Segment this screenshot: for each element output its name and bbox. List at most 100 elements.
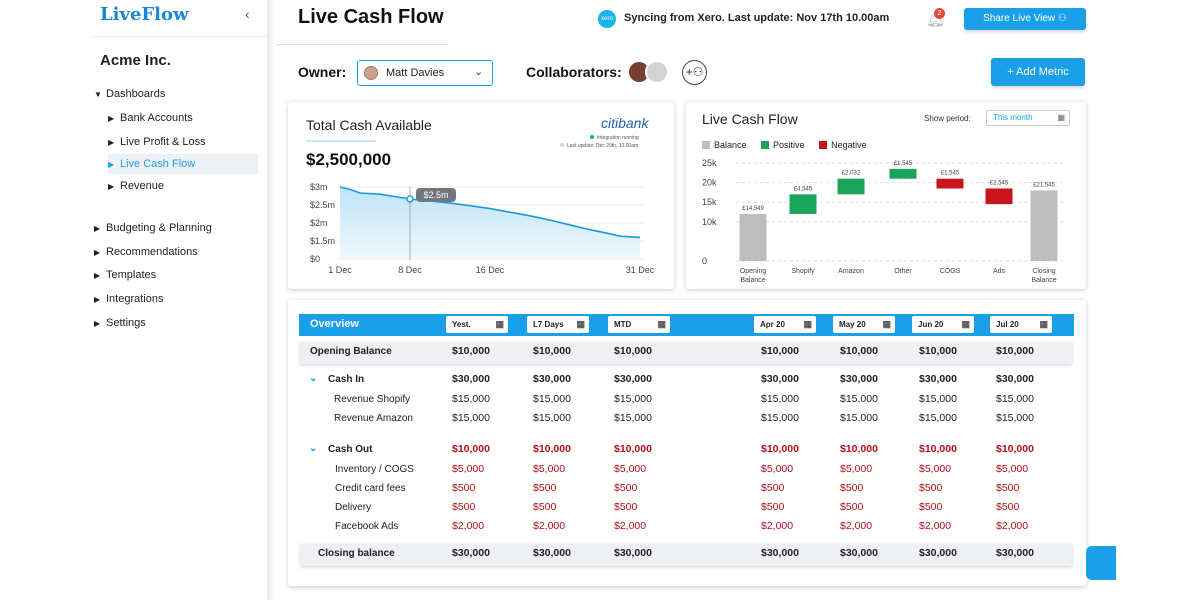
bar-balance[interactable] <box>1030 190 1058 261</box>
caret-right-icon: ▶ <box>94 224 101 233</box>
period-column-select[interactable]: Jul 20 ▦ <box>990 316 1052 333</box>
table-cell: $500 <box>533 482 557 494</box>
data-point[interactable] <box>406 195 414 203</box>
sidebar-item-label: Integrations <box>106 293 164 305</box>
cash-area-fill <box>340 187 640 259</box>
table-cell: $15,000 <box>533 412 571 424</box>
sidebar-item[interactable]: ▶ Bank Accounts <box>108 108 193 128</box>
title-underline <box>306 140 376 142</box>
tooltip <box>416 188 456 202</box>
cash-series-line <box>339 186 641 239</box>
caret-right-icon: ▶ <box>94 248 101 257</box>
waterfall-chart: 0 10k 15k 20k 25k £14,549 Opening Balance £4,545… <box>702 158 1066 284</box>
notification-count-badge: 2 <box>934 8 945 19</box>
table-cell: $10,000 <box>533 443 571 455</box>
table-cell: $15,000 <box>919 393 957 405</box>
chat-widget-button[interactable] <box>1086 546 1116 580</box>
table-cell: $2,000 <box>533 520 566 532</box>
y-tick-label: 0 <box>702 256 707 266</box>
sidebar-item-label: Recommendations <box>106 246 198 258</box>
sidebar-item[interactable]: ▶ Templates <box>94 265 156 285</box>
status-dot-icon <box>560 143 564 147</box>
total-cash-title: Total Cash Available <box>306 117 432 133</box>
table-cell: $500 <box>919 482 943 494</box>
table-cell: $30,000 <box>761 547 799 559</box>
sidebar-item[interactable]: ▼ Dashboards <box>94 84 165 104</box>
bar-positive[interactable] <box>837 178 865 195</box>
add-metric-button[interactable]: + Add Metric <box>991 58 1085 86</box>
caret-right-icon: ▶ <box>108 160 115 169</box>
table-cell: $500 <box>919 501 943 513</box>
collaborator-avatar[interactable] <box>645 60 669 84</box>
period-column-select[interactable]: May 20 ▦ <box>833 316 895 333</box>
sidebar-item-label: Bank Accounts <box>120 112 193 124</box>
table-cell: $500 <box>614 501 638 513</box>
table-cell: $30,000 <box>452 373 490 385</box>
period-column-select[interactable]: L7 Days ▦ <box>527 316 589 333</box>
collapse-sidebar-icon[interactable]: ‹ <box>245 6 250 22</box>
table-cell: $15,000 <box>614 412 652 424</box>
table-cell: $15,000 <box>614 393 652 405</box>
cash-flow-title: Live Cash Flow <box>702 111 798 127</box>
chevron-down-icon[interactable]: ⌄ <box>309 443 318 454</box>
sidebar-item[interactable]: ▶ Live Profit & Loss <box>108 132 206 152</box>
caret-down-icon: ▼ <box>94 90 102 99</box>
bar-negative[interactable] <box>985 188 1013 205</box>
y-tick-label: $2m <box>310 218 328 228</box>
table-cell: $500 <box>840 482 864 494</box>
owner-select[interactable]: Matt Davies ⌄ <box>357 60 493 86</box>
row-label: Inventory / COGS <box>335 464 414 475</box>
table-cell: $15,000 <box>919 412 957 424</box>
calendar-icon: ▦ <box>1039 319 1048 329</box>
app-logo[interactable]: LiveFlow <box>100 4 189 25</box>
caret-right-icon: ▶ <box>94 319 101 328</box>
table-cell: $500 <box>996 482 1020 494</box>
x-tick-label: Balance <box>740 277 765 284</box>
table-cell: $10,000 <box>761 443 799 455</box>
sidebar-item[interactable]: ▶ Recommendations <box>94 242 198 262</box>
x-tick-label: 1 Dec <box>328 265 352 275</box>
y-tick-label: $0 <box>310 254 320 264</box>
sidebar-item[interactable]: ▶ Budgeting & Planning <box>94 218 212 238</box>
table-cell: $2,000 <box>614 520 647 532</box>
y-tick-label: $2.5m <box>310 200 335 210</box>
bar-positive[interactable] <box>889 168 917 179</box>
period-column-select[interactable]: Yest. ▦ <box>446 316 508 333</box>
legend-positive: Positive <box>761 140 805 150</box>
period-select[interactable]: This month ▦ <box>986 110 1070 126</box>
period-column-label: L7 Days <box>533 320 564 329</box>
sidebar-item[interactable]: ▶ Revenue <box>108 176 164 196</box>
total-cash-card: Total Cash Available $2,500,000 citibank… <box>288 102 674 289</box>
period-column-select[interactable]: MTD ▦ <box>608 316 670 333</box>
chevron-down-icon[interactable]: ⌄ <box>309 373 318 384</box>
table-cell: $5,000 <box>919 463 952 475</box>
period-column-select[interactable]: Jun 20 ▦ <box>912 316 974 333</box>
bar-balance[interactable] <box>739 213 767 261</box>
table-cell: $10,000 <box>533 345 571 357</box>
table-cell: $10,000 <box>614 443 652 455</box>
sidebar-item[interactable]: ▶ Settings <box>94 313 146 333</box>
table-cell: $15,000 <box>452 412 490 424</box>
table-cell: $30,000 <box>761 373 799 385</box>
total-row-band <box>300 342 1072 364</box>
period-column-select[interactable]: Apr 20 ▦ <box>754 316 816 333</box>
bar-value-label: £2,545 <box>990 180 1009 186</box>
share-live-view-button[interactable]: Share Live View ⚇ <box>964 8 1086 30</box>
table-cell: $30,000 <box>533 373 571 385</box>
add-collaborator-icon[interactable]: +⚇ <box>682 60 707 85</box>
calendar-icon: ▦ <box>657 319 666 329</box>
table-cell: $10,000 <box>919 345 957 357</box>
sidebar-item[interactable]: ▶ Live Cash Flow <box>108 154 258 174</box>
y-tick-label: 10k <box>702 217 717 227</box>
table-cell: $500 <box>761 501 785 513</box>
overview-title: Overview <box>310 318 359 330</box>
integration-last-update: Last update: Dec 29th, 10.00am <box>560 143 638 149</box>
y-tick-label: 25k <box>702 158 717 168</box>
sidebar-item[interactable]: ▶ Integrations <box>94 289 163 309</box>
bar-negative[interactable] <box>936 178 964 189</box>
bar-positive[interactable] <box>789 194 817 214</box>
caret-right-icon: ▶ <box>94 295 101 304</box>
calendar-icon: ▦ <box>576 319 585 329</box>
x-tick-label: Opening <box>740 268 767 275</box>
sidebar-item-label: Live Profit & Loss <box>120 136 206 148</box>
